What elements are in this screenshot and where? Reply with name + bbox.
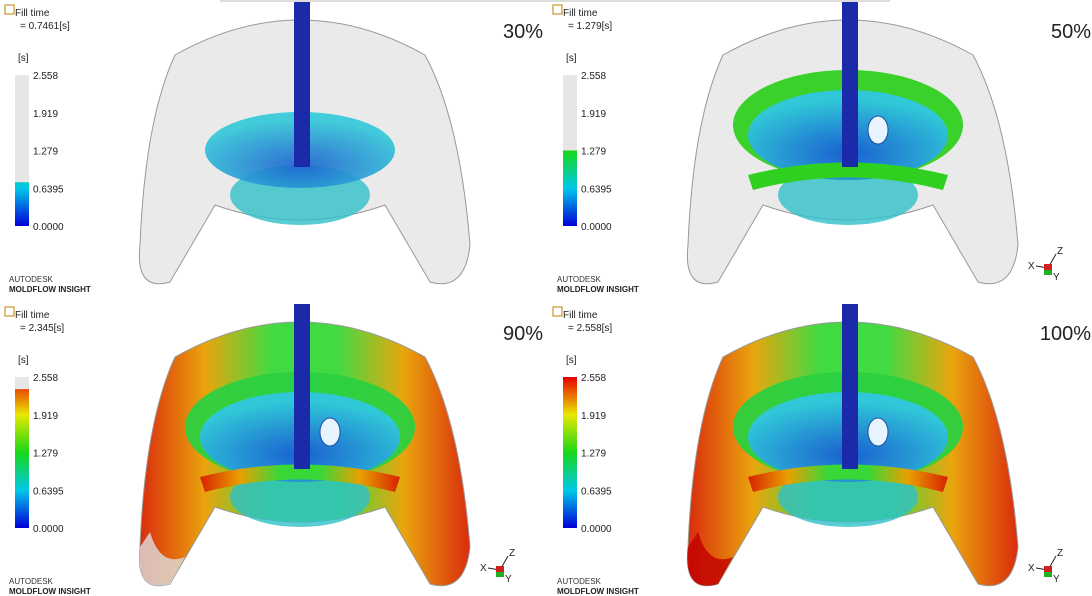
unfilled-tip	[139, 532, 185, 586]
fill-percent: 100%	[1040, 323, 1091, 345]
brand: MOLDFLOW INSIGHT	[557, 587, 639, 596]
axis-label: Z	[1057, 548, 1063, 559]
axis-label: X	[480, 563, 487, 574]
scale-label: 0.0000	[581, 524, 612, 535]
scale-label: 1.279	[581, 147, 606, 158]
scale-label: 1.919	[33, 109, 58, 120]
scale-label: 2.558	[33, 71, 58, 82]
result-value: = 1.279[s]	[568, 21, 612, 32]
brand: AUTODESK	[557, 577, 602, 586]
axis-label: Z	[1057, 246, 1063, 257]
axis-label: X	[1028, 563, 1035, 574]
sprue	[842, 304, 858, 469]
triad-box	[1044, 572, 1052, 577]
scale-label: 0.6395	[33, 486, 64, 497]
front-band	[748, 464, 948, 492]
axis-label: Y	[1053, 272, 1060, 283]
triad-box	[1044, 270, 1052, 275]
scale-label: 2.558	[581, 373, 606, 384]
fill-percent: 90%	[503, 323, 543, 345]
top-edge	[220, 0, 890, 2]
scale-unit: [s]	[18, 53, 29, 64]
brand: AUTODESK	[557, 275, 602, 284]
result-title: Fill time	[563, 8, 598, 19]
result-title: Fill time	[563, 310, 598, 321]
result-panel: Fill time = 0.7461[s] [s] 2.558 1.919 1.279 0.…	[4, 2, 543, 294]
scale-label: 0.6395	[33, 184, 64, 195]
axis-triad: Z X Y	[1028, 246, 1063, 283]
scale-label: 0.6395	[581, 184, 612, 195]
colorbar-fill	[15, 182, 29, 226]
result-title: Fill time	[15, 310, 50, 321]
front-band	[748, 162, 948, 190]
scale-unit: [s]	[566, 355, 577, 366]
result-icon	[4, 306, 15, 317]
scale-label: 1.919	[581, 109, 606, 120]
sprue	[842, 2, 858, 167]
colorbar-fill	[15, 389, 29, 528]
fill-percent: 50%	[1051, 21, 1091, 43]
scale-label: 1.279	[581, 449, 606, 460]
scale-label: 1.279	[33, 449, 58, 460]
scale-label: 2.558	[33, 373, 58, 384]
result-icon	[4, 4, 15, 15]
hole	[867, 417, 889, 447]
result-value: = 2.558[s]	[568, 323, 612, 334]
scale-label: 1.919	[33, 411, 58, 422]
scale-unit: [s]	[18, 355, 29, 366]
colorbar-fill	[563, 377, 577, 528]
axis-label: Y	[505, 574, 512, 585]
result-value: = 2.345[s]	[20, 323, 64, 334]
unfilled-tip	[687, 532, 733, 586]
colorbar-fill	[563, 150, 577, 226]
result-icon	[552, 306, 563, 317]
result-panel: Fill time = 2.558[s] [s] 2.558 1.919 1.279 0.6…	[552, 304, 1091, 596]
axis-label: Y	[1053, 574, 1060, 585]
brand: MOLDFLOW INSIGHT	[9, 285, 91, 294]
brand: AUTODESK	[9, 275, 54, 284]
result-panel: Fill time = 2.345[s] [s] 2.558 1.919 1.279 0.6…	[4, 304, 543, 596]
fill-percent: 30%	[503, 21, 543, 43]
scale-label: 0.0000	[33, 222, 64, 233]
hole	[867, 115, 889, 145]
result-icon	[552, 4, 563, 15]
scale-label: 0.0000	[33, 524, 64, 535]
scale-unit: [s]	[566, 53, 577, 64]
scale-label: 0.6395	[581, 486, 612, 497]
cavity-bowl	[230, 467, 370, 527]
hole	[319, 417, 341, 447]
axis-label: X	[1028, 261, 1035, 272]
sprue	[294, 2, 310, 167]
axis-label: Z	[509, 548, 515, 559]
cavity-bowl	[778, 165, 918, 225]
sprue	[294, 304, 310, 469]
triad-box	[1044, 566, 1052, 574]
cavity-bowl	[778, 467, 918, 527]
triad-box	[496, 566, 504, 574]
brand: AUTODESK	[9, 577, 54, 586]
scale-label: 1.919	[581, 411, 606, 422]
scale-label: 2.558	[581, 71, 606, 82]
result-value: = 0.7461[s]	[20, 21, 70, 32]
front-band	[200, 464, 400, 492]
result-panel: Fill time = 1.279[s] [s] 2.558 1.919 1.279 0.6…	[552, 2, 1091, 294]
result-title: Fill time	[15, 8, 50, 19]
brand: MOLDFLOW INSIGHT	[9, 587, 91, 596]
scale-label: 1.279	[33, 147, 58, 158]
triad-box	[1044, 264, 1052, 272]
brand: MOLDFLOW INSIGHT	[557, 285, 639, 294]
triad-box	[496, 572, 504, 577]
axis-triad: Z X Y	[1028, 548, 1063, 585]
axis-triad: Z X Y	[480, 548, 515, 585]
scale-label: 0.0000	[581, 222, 612, 233]
